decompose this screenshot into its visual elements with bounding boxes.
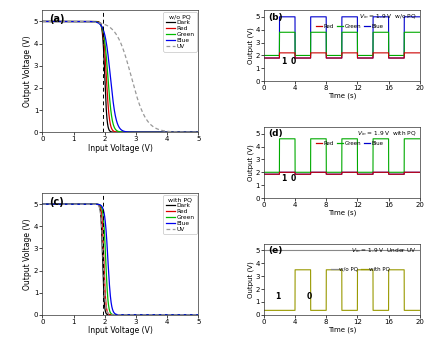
Text: (e): (e) (268, 246, 283, 255)
Text: 1: 1 (281, 57, 286, 66)
X-axis label: Input Voltage (V): Input Voltage (V) (88, 326, 153, 335)
Text: 1: 1 (276, 292, 281, 301)
X-axis label: Input Voltage (V): Input Voltage (V) (88, 144, 153, 153)
Text: 0: 0 (307, 292, 312, 301)
Text: $V_{in}$ = 1.9 V  with PQ: $V_{in}$ = 1.9 V with PQ (357, 129, 417, 138)
Text: 0: 0 (291, 174, 296, 183)
Legend: w/o PQ, with PQ: w/o PQ, with PQ (329, 265, 392, 274)
Y-axis label: Output (V): Output (V) (247, 27, 254, 64)
Y-axis label: Output (V): Output (V) (247, 261, 254, 298)
Y-axis label: Output Voltage (V): Output Voltage (V) (23, 218, 32, 290)
Text: 0: 0 (291, 57, 296, 66)
Y-axis label: Output (V): Output (V) (247, 144, 254, 181)
Text: $V_{in}$ = 1.9 V  w/o PQ: $V_{in}$ = 1.9 V w/o PQ (359, 12, 417, 21)
Text: $V_{in}$ = 1.9 V  Under UV: $V_{in}$ = 1.9 V Under UV (351, 246, 417, 255)
Text: (c): (c) (49, 197, 63, 207)
Text: 1: 1 (281, 174, 286, 183)
Legend: Dark, Red, Green, Blue, UV: Dark, Red, Green, Blue, UV (163, 12, 197, 52)
Y-axis label: Output Voltage (V): Output Voltage (V) (23, 35, 32, 107)
Text: (a): (a) (49, 14, 64, 24)
X-axis label: Time (s): Time (s) (328, 210, 356, 216)
Text: (b): (b) (268, 12, 283, 21)
Text: (d): (d) (268, 129, 283, 138)
Legend: Red, Green, Blue: Red, Green, Blue (313, 138, 386, 148)
X-axis label: Time (s): Time (s) (328, 93, 356, 99)
X-axis label: Time (s): Time (s) (328, 326, 356, 333)
Legend: Dark, Red, Green, Blue, UV: Dark, Red, Green, Blue, UV (163, 195, 197, 234)
Legend: Red, Green, Blue: Red, Green, Blue (313, 22, 386, 31)
